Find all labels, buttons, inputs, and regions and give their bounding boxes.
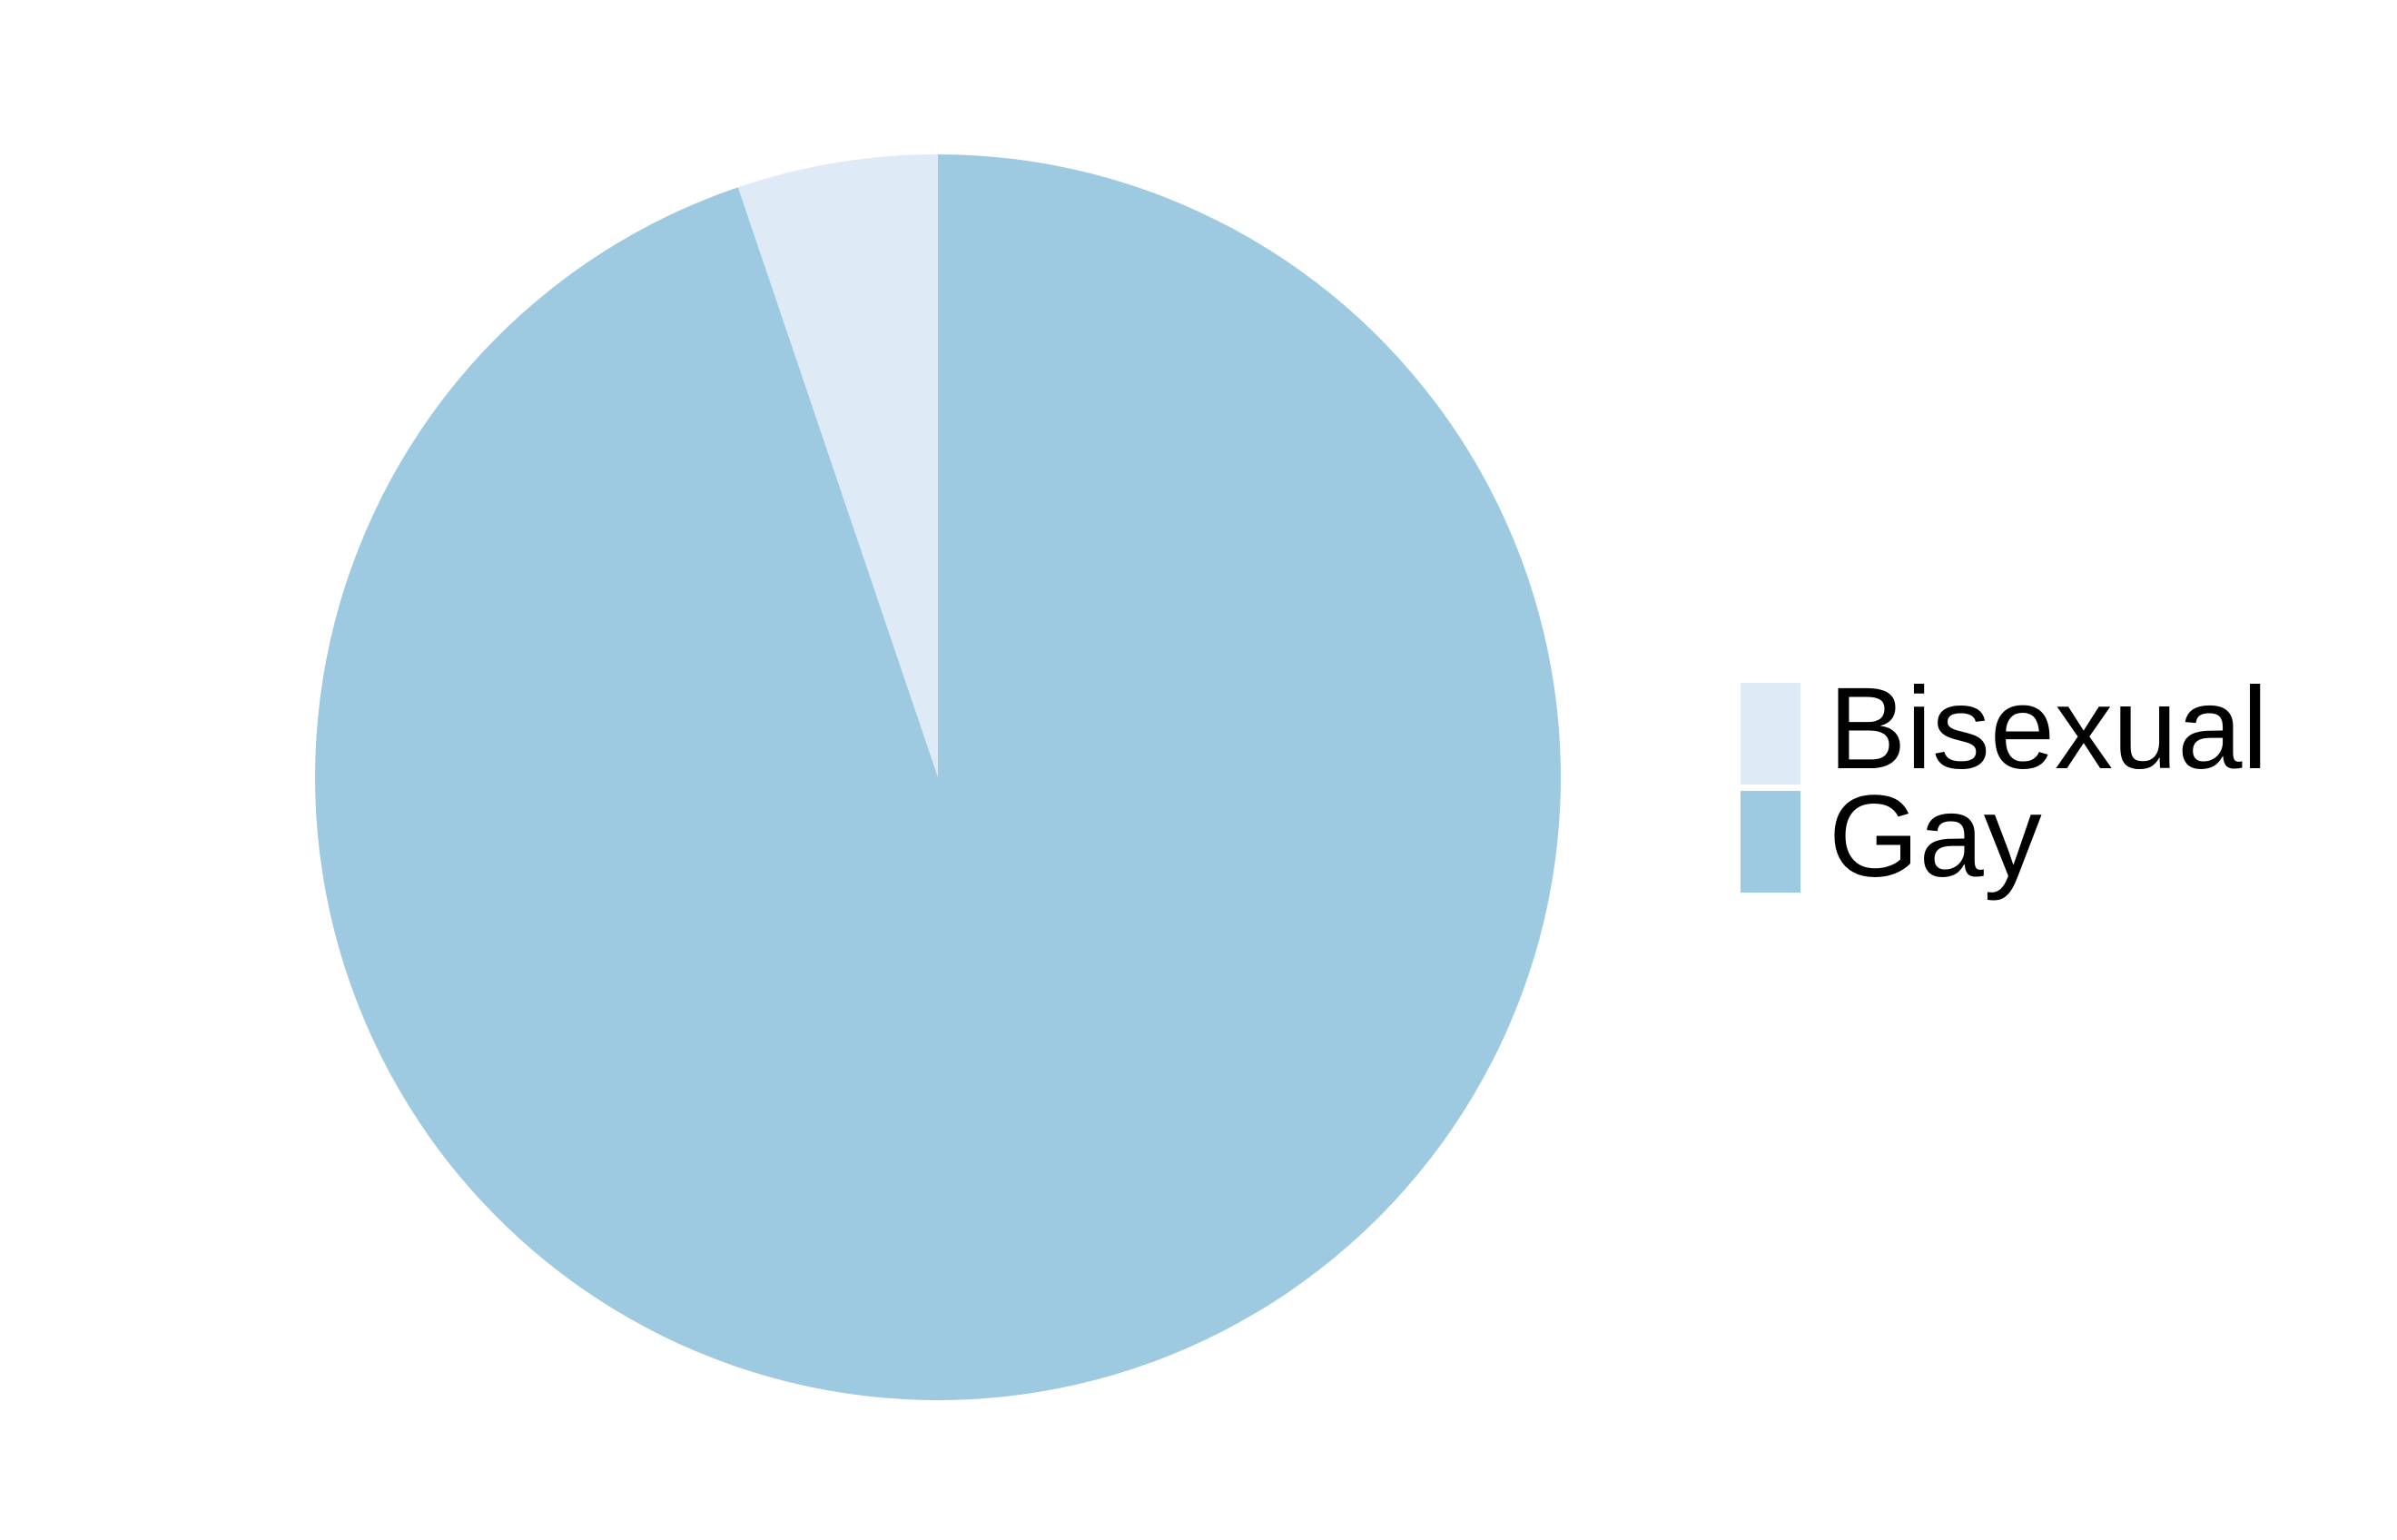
legend-swatch: [1741, 683, 1800, 785]
pie-slice: [315, 154, 1561, 1401]
legend-label: Bisexual: [1829, 664, 2268, 794]
legend-swatch: [1741, 791, 1800, 893]
pie-slice: [737, 154, 938, 777]
legend-label: Gay: [1829, 772, 2042, 902]
